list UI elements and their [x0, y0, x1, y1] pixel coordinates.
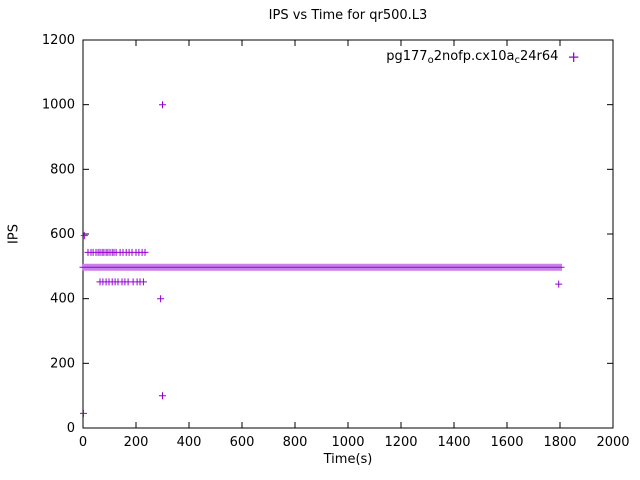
- legend-plus-marker-icon: +: [567, 48, 580, 66]
- y-tick-label: 400: [50, 292, 75, 307]
- x-tick-label: 1600: [490, 435, 523, 450]
- legend-series-label: pg177o2nofp.cx10ac24r64: [386, 49, 558, 66]
- legend-label-subscript: c: [514, 55, 520, 66]
- plot-border: [82, 39, 614, 429]
- y-tick-label: 1200: [42, 33, 75, 48]
- y-tick-label: 800: [50, 162, 75, 177]
- y-tick-label: 0: [67, 421, 75, 436]
- legend-label-subscript: o: [427, 55, 434, 66]
- y-tick-label: 200: [50, 356, 75, 371]
- x-tick-label: 2000: [596, 435, 629, 450]
- x-tick-label: 0: [79, 435, 87, 450]
- x-tick-label: 200: [124, 435, 149, 450]
- legend-label-text: 24r64: [519, 49, 559, 64]
- data-points: [79, 101, 565, 417]
- x-tick-label: 1800: [543, 435, 576, 450]
- x-tick-label: 1400: [437, 435, 470, 450]
- legend-label-text: pg177: [386, 49, 428, 64]
- legend: pg177o2nofp.cx10ac24r64 +: [386, 49, 580, 66]
- x-tick-label: 800: [283, 435, 308, 450]
- chart-title: IPS vs Time for qr500.L3: [268, 8, 428, 23]
- x-tick-label: 1000: [331, 435, 364, 450]
- y-tick-label: 600: [50, 227, 75, 242]
- legend-label-text: 2nofp.cx10a: [433, 49, 515, 64]
- x-tick-label: 1200: [384, 435, 417, 450]
- x-tick-label: 400: [177, 435, 202, 450]
- y-tick-label: 1000: [42, 98, 75, 113]
- x-tick-label: 600: [230, 435, 255, 450]
- x-axis-label: Time(s): [323, 452, 373, 467]
